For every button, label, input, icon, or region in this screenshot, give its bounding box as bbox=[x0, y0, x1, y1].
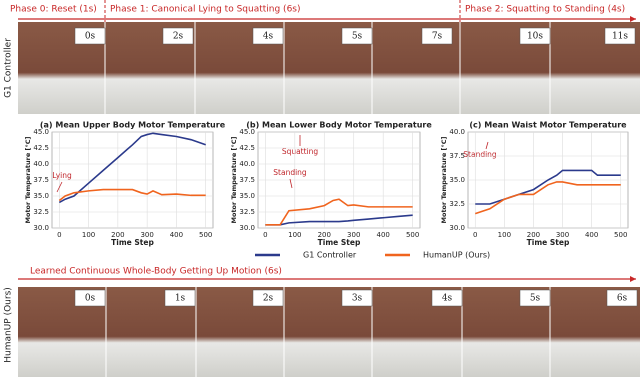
annotation-arrow bbox=[56, 181, 63, 193]
y-tick-label: 42.5 bbox=[33, 144, 49, 152]
chart-title: (b) Mean Lower Body Motor Temperature bbox=[246, 121, 432, 130]
arrowhead bbox=[630, 276, 636, 282]
y-tick-label: 30.0 bbox=[449, 224, 465, 232]
section-title: Learned Continuous Whole-Body Getting Up… bbox=[30, 267, 282, 277]
time-box bbox=[606, 289, 638, 307]
annotation-arrow bbox=[485, 141, 489, 150]
y-tick-label: 45.0 bbox=[239, 128, 255, 136]
y-tick-label: 40.0 bbox=[449, 128, 465, 136]
y-tick-label: 32.5 bbox=[239, 208, 255, 216]
y-axis-label: Motor Temperature [°C] bbox=[230, 137, 238, 224]
y-tick-label: 45.0 bbox=[33, 128, 49, 136]
x-tick-label: 400 bbox=[585, 231, 598, 239]
time-label: 2s bbox=[263, 294, 274, 304]
time-label: 11s bbox=[612, 32, 628, 42]
x-tick-label: 400 bbox=[376, 231, 389, 239]
time-box bbox=[341, 289, 373, 307]
phase-label: Phase 2: Squatting to Standing (4s) bbox=[465, 5, 625, 15]
chart-title: (a) Mean Upper Body Motor Temperature bbox=[40, 121, 226, 130]
series-line bbox=[265, 198, 413, 226]
time-label: 5s bbox=[352, 32, 363, 42]
x-tick-label: 0 bbox=[473, 231, 477, 239]
x-tick-label: 100 bbox=[288, 231, 301, 239]
time-box bbox=[604, 27, 636, 45]
time-box bbox=[74, 289, 106, 307]
time-box bbox=[519, 289, 551, 307]
legend-label: G1 Controller bbox=[303, 251, 357, 260]
time-label: 10s bbox=[527, 32, 543, 42]
time-box bbox=[431, 289, 463, 307]
series-line bbox=[475, 169, 621, 205]
x-tick-label: 200 bbox=[111, 231, 124, 239]
y-tick-label: 35.0 bbox=[449, 176, 465, 184]
phase-label: Phase 0: Reset (1s) bbox=[10, 5, 97, 15]
y-tick-label: 35.0 bbox=[239, 192, 255, 200]
y-tick-label: 30.0 bbox=[239, 224, 255, 232]
time-box bbox=[421, 27, 453, 45]
y-tick-label: 35.0 bbox=[33, 192, 49, 200]
y-tick-label: 37.5 bbox=[449, 152, 465, 160]
time-box bbox=[74, 27, 106, 45]
chart-title: (c) Mean Waist Motor Temperature bbox=[469, 121, 627, 130]
annotation: Squatting bbox=[282, 147, 319, 156]
x-tick-label: 500 bbox=[614, 231, 627, 239]
arrowhead bbox=[630, 16, 636, 22]
y-tick-label: 40.0 bbox=[239, 160, 255, 168]
time-label: 0s bbox=[85, 32, 96, 42]
time-box bbox=[252, 289, 284, 307]
time-box bbox=[252, 27, 284, 45]
row-label: HumanUP (Ours) bbox=[4, 287, 14, 363]
time-label: 3s bbox=[352, 294, 363, 304]
x-tick-label: 100 bbox=[498, 231, 511, 239]
series-line bbox=[475, 181, 621, 215]
annotation: Lying bbox=[52, 171, 72, 180]
y-tick-label: 30.0 bbox=[33, 224, 49, 232]
annotation-arrow bbox=[289, 178, 293, 189]
x-tick-label: 0 bbox=[263, 231, 267, 239]
x-tick-label: 100 bbox=[82, 231, 95, 239]
annotation: Standing bbox=[273, 168, 307, 177]
x-axis-label: Time Step bbox=[111, 238, 154, 247]
time-label: 1s bbox=[175, 294, 186, 304]
series-line bbox=[265, 214, 413, 226]
x-tick-label: 300 bbox=[140, 231, 153, 239]
x-tick-label: 200 bbox=[318, 231, 331, 239]
time-label: 0s bbox=[85, 294, 96, 304]
time-label: 6s bbox=[617, 294, 628, 304]
x-tick-label: 300 bbox=[556, 231, 569, 239]
y-tick-label: 32.5 bbox=[33, 208, 49, 216]
y-tick-label: 40.0 bbox=[33, 160, 49, 168]
row-label: G1 Controller bbox=[4, 38, 14, 98]
time-box bbox=[341, 27, 373, 45]
y-axis-label: Motor Temperature [°C] bbox=[24, 137, 32, 224]
y-tick-label: 32.5 bbox=[449, 200, 465, 208]
time-label: 7s bbox=[432, 32, 443, 42]
annotation: Standing bbox=[463, 150, 497, 159]
x-axis-label: Time Step bbox=[318, 238, 361, 247]
time-label: 4s bbox=[442, 294, 453, 304]
phase-label: Phase 1: Canonical Lying to Squatting (6… bbox=[110, 5, 301, 15]
series-line bbox=[58, 132, 206, 204]
x-tick-label: 0 bbox=[57, 231, 61, 239]
x-axis-label: Time Step bbox=[527, 238, 570, 247]
time-box bbox=[519, 27, 551, 45]
y-tick-label: 37.5 bbox=[239, 176, 255, 184]
series-line bbox=[58, 188, 206, 202]
time-label: 5s bbox=[530, 294, 541, 304]
x-tick-label: 300 bbox=[347, 231, 360, 239]
x-tick-label: 400 bbox=[170, 231, 183, 239]
x-tick-label: 500 bbox=[406, 231, 419, 239]
y-tick-label: 42.5 bbox=[239, 144, 255, 152]
x-tick-label: 500 bbox=[199, 231, 212, 239]
x-tick-label: 200 bbox=[527, 231, 540, 239]
time-box bbox=[162, 27, 194, 45]
y-tick-label: 37.5 bbox=[33, 176, 49, 184]
time-label: 4s bbox=[263, 32, 274, 42]
y-axis-label: Motor Temperature [°C] bbox=[440, 137, 448, 224]
legend-label: HumanUP (Ours) bbox=[423, 251, 490, 260]
time-label: 2s bbox=[173, 32, 184, 42]
time-box bbox=[164, 289, 196, 307]
